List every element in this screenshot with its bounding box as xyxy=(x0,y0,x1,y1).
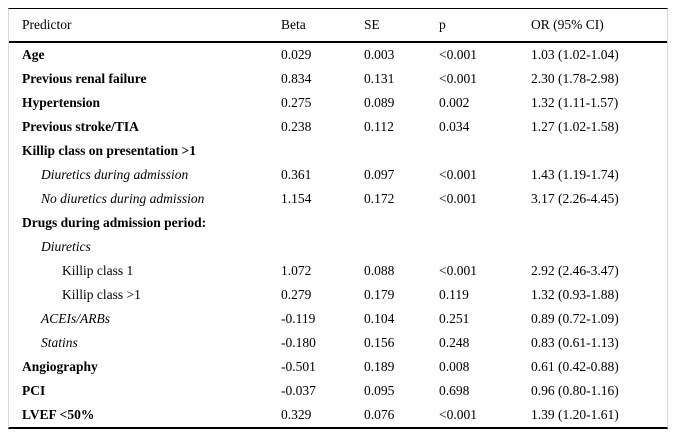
or-ci-cell: 0.83 (0.61-1.13) xyxy=(531,335,619,350)
or-ci-cell: 0.89 (0.72-1.09) xyxy=(531,311,619,326)
or-ci-cell: 1.43 (1.19-1.74) xyxy=(531,167,619,182)
p-cell: 0.034 xyxy=(439,119,470,134)
beta-cell: -0.119 xyxy=(281,311,316,326)
predictor-cell: Drugs during admission period: xyxy=(22,215,207,230)
predictor-cell: PCI xyxy=(22,383,46,398)
predictor-cell: Statins xyxy=(41,335,78,350)
or-ci-cell: 0.96 (0.80-1.16) xyxy=(531,383,619,398)
se-cell: 0.088 xyxy=(364,263,395,278)
se-cell: 0.156 xyxy=(364,335,395,350)
or-ci-cell: 2.92 (2.46-3.47) xyxy=(531,263,619,278)
p-cell: <0.001 xyxy=(439,47,477,62)
or-ci-cell: 0.61 (0.42-0.88) xyxy=(531,359,619,374)
beta-cell: 0.834 xyxy=(281,71,312,86)
p-cell: 0.248 xyxy=(439,335,470,350)
p-cell: 0.251 xyxy=(439,311,470,326)
table-row: Age 0.029 0.003 <0.001 1.03 (1.02-1.04) xyxy=(9,43,667,67)
predictor-cell: Killip class 1 xyxy=(62,263,134,278)
se-cell: 0.131 xyxy=(364,71,395,86)
table-row: LVEF <50% 0.329 0.076 <0.001 1.39 (1.20-… xyxy=(9,403,667,427)
predictor-cell: LVEF <50% xyxy=(22,407,95,422)
predictor-cell: Previous stroke/TIA xyxy=(22,119,139,134)
or-ci-cell: 1.03 (1.02-1.04) xyxy=(531,47,619,62)
beta-cell: -0.501 xyxy=(281,359,316,374)
beta-cell: 1.072 xyxy=(281,263,312,278)
se-cell: 0.179 xyxy=(364,287,395,302)
table-section-row: Drugs during admission period: xyxy=(9,211,667,235)
table-header-row: Predictor Beta SE p OR (95% CI) xyxy=(9,9,667,43)
table-row: Hypertension 0.275 0.089 0.002 1.32 (1.1… xyxy=(9,91,667,115)
table-row: Killip class 1 1.072 0.088 <0.001 2.92 (… xyxy=(9,259,667,283)
p-cell: <0.001 xyxy=(439,167,477,182)
or-ci-cell: 2.30 (1.78-2.98) xyxy=(531,71,619,86)
regression-results-table: Predictor Beta SE p OR (95% CI) Age 0.02… xyxy=(8,8,668,429)
beta-cell: 0.329 xyxy=(281,407,312,422)
or-ci-cell: 3.17 (2.26-4.45) xyxy=(531,191,619,206)
p-cell: <0.001 xyxy=(439,191,477,206)
beta-cell: 0.279 xyxy=(281,287,312,302)
table-row: Statins -0.180 0.156 0.248 0.83 (0.61-1.… xyxy=(9,331,667,355)
table-row: Killip class >1 0.279 0.179 0.119 1.32 (… xyxy=(9,283,667,307)
p-cell: 0.119 xyxy=(439,287,469,302)
predictor-cell: Killip class on presentation >1 xyxy=(22,143,196,158)
predictor-cell: ACEIs/ARBs xyxy=(41,311,110,326)
table-row: Angiography -0.501 0.189 0.008 0.61 (0.4… xyxy=(9,355,667,379)
beta-cell: 0.361 xyxy=(281,167,312,182)
se-cell: 0.172 xyxy=(364,191,395,206)
table-row: Previous renal failure 0.834 0.131 <0.00… xyxy=(9,67,667,91)
p-cell: <0.001 xyxy=(439,407,477,422)
predictor-cell: Killip class >1 xyxy=(62,287,141,302)
se-cell: 0.104 xyxy=(364,311,395,326)
predictor-cell: Hypertension xyxy=(22,95,101,110)
or-ci-cell: 1.39 (1.20-1.61) xyxy=(531,407,619,422)
p-cell: 0.002 xyxy=(439,95,470,110)
se-cell: 0.189 xyxy=(364,359,395,374)
p-cell: 0.698 xyxy=(439,383,470,398)
beta-cell: 0.275 xyxy=(281,95,312,110)
se-cell: 0.089 xyxy=(364,95,395,110)
p-cell: <0.001 xyxy=(439,71,477,86)
predictor-cell: Previous renal failure xyxy=(22,71,147,86)
column-header-beta: Beta xyxy=(281,17,306,32)
beta-cell: 0.238 xyxy=(281,119,312,134)
or-ci-cell: 1.32 (1.11-1.57) xyxy=(531,95,619,110)
se-cell: 0.076 xyxy=(364,407,395,422)
predictor-cell: No diuretics during admission xyxy=(41,191,205,206)
se-cell: 0.095 xyxy=(364,383,395,398)
p-cell: 0.008 xyxy=(439,359,470,374)
column-header-p: p xyxy=(439,17,446,32)
predictor-cell: Angiography xyxy=(22,359,98,374)
p-cell: <0.001 xyxy=(439,263,477,278)
table-row: Diuretics during admission 0.361 0.097 <… xyxy=(9,163,667,187)
table-row: PCI -0.037 0.095 0.698 0.96 (0.80-1.16) xyxy=(9,379,667,403)
table-row: ACEIs/ARBs -0.119 0.104 0.251 0.89 (0.72… xyxy=(9,307,667,331)
predictor-cell: Age xyxy=(22,47,45,62)
table-row: Previous stroke/TIA 0.238 0.112 0.034 1.… xyxy=(9,115,667,139)
beta-cell: -0.037 xyxy=(281,383,316,398)
column-header-predictor: Predictor xyxy=(22,17,72,32)
or-ci-cell: 1.27 (1.02-1.58) xyxy=(531,119,619,134)
or-ci-cell: 1.32 (0.93-1.88) xyxy=(531,287,619,302)
column-header-se: SE xyxy=(364,17,380,32)
se-cell: 0.003 xyxy=(364,47,395,62)
beta-cell: 0.029 xyxy=(281,47,312,62)
table-section-row: Diuretics xyxy=(9,235,667,259)
predictor-cell: Diuretics during admission xyxy=(41,167,189,182)
table-row: No diuretics during admission 1.154 0.17… xyxy=(9,187,667,211)
table-section-row: Killip class on presentation >1 xyxy=(9,139,667,163)
predictor-cell: Diuretics xyxy=(41,239,91,254)
column-header-or-ci: OR (95% CI) xyxy=(531,17,604,32)
beta-cell: 1.154 xyxy=(281,191,312,206)
se-cell: 0.097 xyxy=(364,167,395,182)
beta-cell: -0.180 xyxy=(281,335,316,350)
se-cell: 0.112 xyxy=(364,119,394,134)
